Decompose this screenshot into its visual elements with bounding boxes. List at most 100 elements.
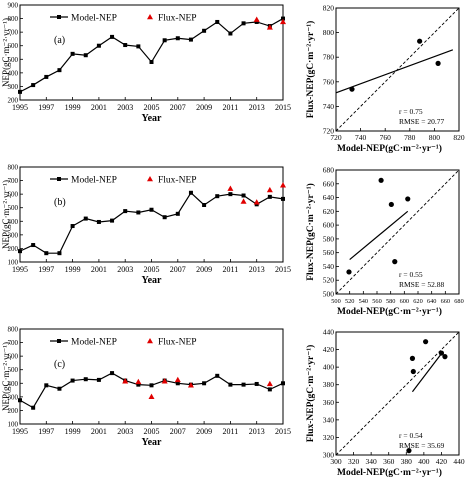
model-nep-point — [83, 377, 88, 382]
x-axis-label: Model-NEP(gC·m⁻²·yr⁻¹) — [337, 306, 442, 317]
x-tick-label: 1999 — [65, 427, 81, 436]
y-tick-label: 780 — [323, 53, 335, 62]
x-tick-label: 300 — [330, 457, 342, 466]
model-nep-point — [149, 207, 154, 212]
x-axis-label: Year — [142, 275, 163, 286]
x-tick-label: 2011 — [223, 103, 239, 112]
flux-nep-point — [161, 378, 168, 384]
model-nep-point — [175, 381, 180, 386]
flux-nep-point — [280, 182, 286, 188]
x-tick-label: 2013 — [249, 103, 265, 112]
x-tick-label: 800 — [429, 133, 441, 142]
y-tick-label: 580 — [323, 234, 335, 243]
x-tick-label: 540 — [359, 298, 368, 305]
y-tick-label: 400 — [8, 380, 19, 388]
x-tick-label: 600 — [400, 298, 409, 305]
one-to-one-line — [335, 331, 460, 456]
model-nep-point — [31, 83, 36, 88]
x-tick-label: 760 — [380, 133, 392, 142]
model-nep-point — [241, 193, 246, 198]
x-tick-label: 1995 — [12, 265, 28, 274]
x-tick-label: 2001 — [91, 265, 107, 274]
x-tick-label: 2015 — [275, 103, 291, 112]
y-axis-label: Flux-NEP(gC·m⁻²·yr⁻¹) — [305, 345, 316, 443]
model-nep-point — [110, 371, 115, 376]
x-tick-label: 320 — [348, 457, 360, 466]
y-tick-label: 740 — [323, 102, 335, 111]
model-nep-point — [215, 373, 220, 378]
model-nep-point — [241, 21, 246, 26]
legend-label-model: Model-NEP — [71, 14, 117, 24]
y-tick-label: 100 — [8, 259, 19, 267]
y-tick-label: 800 — [8, 326, 19, 334]
scatter-point — [410, 368, 416, 375]
x-axis-label: Year — [142, 437, 163, 448]
x-tick-label: 660 — [441, 298, 450, 305]
model-nep-point — [241, 382, 246, 387]
y-tick-label: 300 — [8, 83, 19, 91]
x-tick-label: 420 — [436, 457, 448, 466]
x-tick-label: 2007 — [170, 427, 186, 436]
flux-nep-point — [148, 393, 155, 400]
y-tick-label: 500 — [323, 290, 335, 299]
x-tick-label: 2009 — [196, 427, 212, 436]
flux-nep-point — [227, 185, 234, 191]
plot-frame — [335, 169, 460, 295]
x-tick-label: 2011 — [223, 265, 239, 274]
x-tick-label: 2013 — [249, 265, 265, 274]
fit-line — [349, 210, 409, 261]
y-tick-label: 560 — [323, 248, 335, 257]
y-tick-label: 420 — [323, 345, 335, 354]
y-tick-label: 300 — [323, 451, 335, 460]
y-tick-label: 600 — [8, 42, 19, 50]
y-tick-label: 440 — [323, 328, 335, 337]
y-tick-label: 900 — [8, 2, 19, 10]
plot-frame — [335, 331, 460, 456]
line-chart-0: 1995 1997 1999 2001 2003 2005 2007 2009 2011 2013… — [1, 2, 291, 125]
legend-marker-model — [57, 15, 61, 19]
x-tick-label: 2015 — [275, 427, 291, 436]
scatter-point — [435, 60, 441, 66]
fit-line — [335, 49, 454, 94]
flux-nep-point — [266, 186, 273, 193]
x-tick-label: 520 — [345, 298, 354, 305]
scatter-chart-1: 720 740 760 780 800 820 720 740 760 780 800 820 Mode… — [305, 4, 465, 155]
model-nep-point — [162, 215, 167, 220]
line-chart-2: 1995 1997 1999 2001 2003 2005 2007 2009 2011 2013… — [1, 164, 291, 287]
x-tick-label: 720 — [330, 133, 342, 142]
stat-r: r = 0.75 — [399, 107, 423, 116]
x-tick-label: 1997 — [38, 103, 54, 112]
y-axis-label: Flux-NEP(gC·m⁻²·yr⁻¹) — [305, 21, 316, 119]
x-tick-label: 440 — [453, 457, 465, 466]
model-nep-point — [31, 243, 36, 248]
y-tick-label: 600 — [323, 221, 335, 230]
y-tick-label: 800 — [8, 15, 19, 23]
y-tick-label: 700 — [8, 177, 19, 185]
model-nep-point — [44, 74, 49, 79]
model-nep-point — [96, 377, 101, 382]
model-nep-point — [136, 210, 141, 215]
model-nep-point — [281, 196, 285, 201]
y-axis-label: NEP(gC·m⁻²·yr⁻¹) — [1, 342, 11, 411]
flux-nep-point — [280, 18, 286, 25]
x-axis-label: Model-NEP(gC·m⁻²·yr⁻¹) — [337, 467, 442, 478]
x-tick-label: 2001 — [91, 427, 107, 436]
model-nep-point — [254, 381, 259, 386]
y-tick-label: 300 — [8, 393, 19, 401]
model-nep-point — [110, 218, 115, 223]
scatter-point — [392, 259, 398, 265]
y-tick-label: 500 — [8, 56, 19, 64]
scatter-point — [378, 177, 384, 183]
y-tick-label: 760 — [323, 77, 335, 86]
x-tick-label: 2013 — [249, 427, 265, 436]
stat-rmse: RMSE = 52.88 — [399, 280, 445, 289]
x-tick-label: 620 — [413, 298, 422, 305]
x-tick-label: 2007 — [170, 103, 186, 112]
flux-nep-point — [253, 199, 260, 205]
y-tick-label: 400 — [323, 363, 335, 372]
y-tick-label: 300 — [8, 231, 19, 239]
x-tick-label: 2001 — [91, 103, 107, 112]
scatter-chart-5: 300 320 340 360 380 400 420 440 300 320 340 360 380 4… — [305, 328, 465, 479]
x-tick-label: 2009 — [196, 103, 212, 112]
